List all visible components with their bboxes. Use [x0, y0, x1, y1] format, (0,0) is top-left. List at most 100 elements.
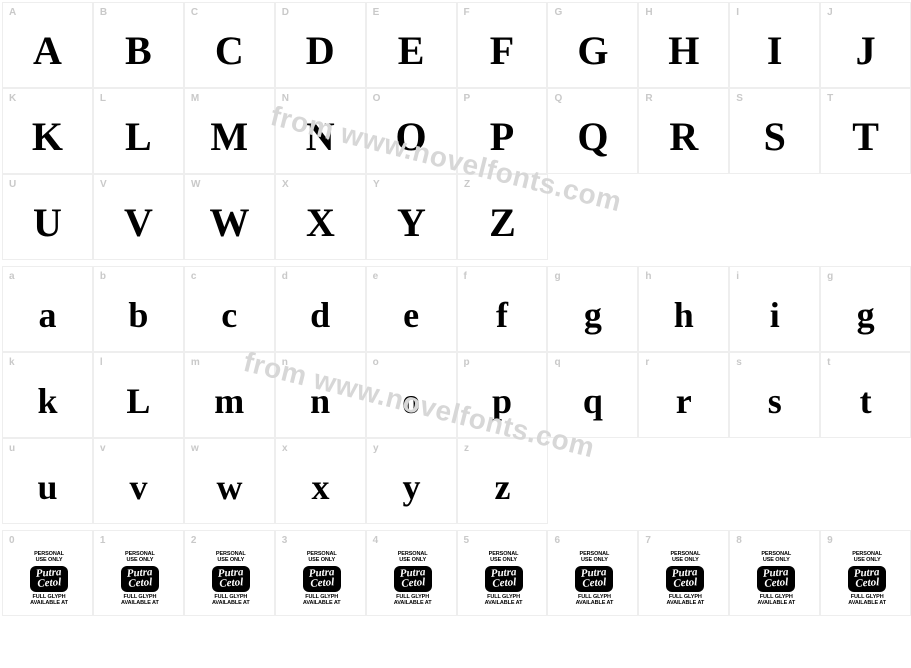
cell-glyph: M [185, 117, 274, 157]
glyph-cell: ee [366, 266, 457, 352]
badge-line: AVAILABLE AT [121, 600, 159, 606]
cell-glyph: Y [367, 203, 456, 243]
cell-glyph: m [185, 383, 274, 419]
glyph-cell: 2PERSONALUSE ONLYPutra CetolFULL GLYPHAV… [184, 530, 275, 616]
cell-glyph: v [94, 469, 183, 505]
glyph-cell: uu [2, 438, 93, 524]
cell-label: q [554, 357, 561, 368]
badge-line: USE ONLY [490, 557, 517, 563]
cell-label: G [554, 7, 562, 18]
cell-glyph: I [730, 31, 819, 71]
cell-label: a [9, 271, 15, 282]
badge-line: AVAILABLE AT [30, 600, 68, 606]
badge-line: USE ONLY [854, 557, 881, 563]
badge-logo: Putra Cetol [848, 566, 886, 592]
glyph-cell: GG [547, 2, 638, 88]
cell-glyph: K [3, 117, 92, 157]
badge-line: AVAILABLE AT [576, 600, 614, 606]
cell-glyph: n [276, 383, 365, 419]
license-badge: PERSONALUSE ONLYPutra CetolFULL GLYPHAVA… [27, 551, 71, 606]
cell-label: O [373, 93, 381, 104]
glyph-cell: EE [366, 2, 457, 88]
cell-glyph: u [3, 469, 92, 505]
cell-glyph: d [276, 297, 365, 333]
glyph-cell: ww [184, 438, 275, 524]
badge-line: USE ONLY [672, 557, 699, 563]
badge-logo: Putra Cetol [575, 566, 613, 592]
cell-label: u [9, 443, 16, 454]
glyph-cell: YY [366, 174, 457, 260]
glyph-row: KKLLMMNNOOPPQQRRSSTT [2, 88, 911, 174]
cell-glyph: o [367, 383, 456, 419]
glyph-cell: JJ [820, 2, 911, 88]
cell-glyph: G [548, 31, 637, 71]
cell-label: g [827, 271, 834, 282]
glyph-cell: kk [2, 352, 93, 438]
glyph-cell: QQ [547, 88, 638, 174]
glyph-cell: gg [547, 266, 638, 352]
cell-glyph: S [730, 117, 819, 157]
cell-glyph: i [730, 297, 819, 333]
cell-label: H [645, 7, 653, 18]
glyph-cell: aa [2, 266, 93, 352]
cell-label: B [100, 7, 108, 18]
glyph-cell: PP [457, 88, 548, 174]
cell-glyph: W [185, 203, 274, 243]
cell-glyph: f [458, 297, 547, 333]
glyph-cell: 7PERSONALUSE ONLYPutra CetolFULL GLYPHAV… [638, 530, 729, 616]
cell-glyph: p [458, 383, 547, 419]
badge-logo: Putra Cetol [30, 566, 68, 592]
cell-label: h [645, 271, 652, 282]
cell-glyph: q [548, 383, 637, 419]
glyph-cell: yy [366, 438, 457, 524]
license-badge: PERSONALUSE ONLYPutra CetolFULL GLYPHAVA… [482, 551, 526, 606]
cell-label: k [9, 357, 15, 368]
cell-label: d [282, 271, 289, 282]
badge-logo: Putra Cetol [666, 566, 704, 592]
license-badge: PERSONALUSE ONLYPutra CetolFULL GLYPHAVA… [300, 551, 344, 606]
glyph-cell: 4PERSONALUSE ONLYPutra CetolFULL GLYPHAV… [366, 530, 457, 616]
glyph-cell: mm [184, 352, 275, 438]
cell-label: E [373, 7, 380, 18]
glyph-cell: DD [275, 2, 366, 88]
cell-glyph: P [458, 117, 547, 157]
license-badge: PERSONALUSE ONLYPutra CetolFULL GLYPHAVA… [391, 551, 435, 606]
cell-label: f [464, 271, 468, 282]
glyph-row: AABBCCDDEEFFGGHHIIJJ [2, 2, 911, 88]
glyph-cell: MM [184, 88, 275, 174]
license-badge: PERSONALUSE ONLYPutra CetolFULL GLYPHAVA… [572, 551, 616, 606]
glyph-cell: cc [184, 266, 275, 352]
badge-logo: Putra Cetol [485, 566, 523, 592]
cell-glyph: O [367, 117, 456, 157]
badge-line: AVAILABLE AT [212, 600, 250, 606]
cell-glyph: V [94, 203, 183, 243]
glyph-cell: 5PERSONALUSE ONLYPutra CetolFULL GLYPHAV… [457, 530, 548, 616]
glyph-cell: 1PERSONALUSE ONLYPutra CetolFULL GLYPHAV… [93, 530, 184, 616]
cell-label: J [827, 7, 833, 18]
cell-label: W [191, 179, 201, 190]
glyph-cell: ZZ [457, 174, 548, 260]
glyph-cell: qq [547, 352, 638, 438]
badge-line: AVAILABLE AT [848, 600, 886, 606]
cell-glyph: H [639, 31, 728, 71]
cell-label: 0 [9, 535, 15, 546]
badge-logo: Putra Cetol [212, 566, 250, 592]
badge-logo: Putra Cetol [303, 566, 341, 592]
cell-glyph: t [821, 383, 910, 419]
cell-label: n [282, 357, 289, 368]
cell-label: b [100, 271, 107, 282]
glyph-cell: TT [820, 88, 911, 174]
cell-label: Q [554, 93, 562, 104]
glyph-cell: BB [93, 2, 184, 88]
cell-label: A [9, 7, 17, 18]
glyph-cell: II [729, 2, 820, 88]
cell-label: l [100, 357, 103, 368]
cell-label: U [9, 179, 17, 190]
glyph-row: aabbccddeeffgghhiigg [2, 266, 911, 352]
glyph-cell: ii [729, 266, 820, 352]
cell-label: p [464, 357, 471, 368]
cell-glyph: g [548, 297, 637, 333]
glyph-chart: AABBCCDDEEFFGGHHIIJJKKLLMMNNOOPPQQRRSSTT… [2, 2, 911, 616]
glyph-cell: FF [457, 2, 548, 88]
cell-glyph: g [821, 297, 910, 333]
